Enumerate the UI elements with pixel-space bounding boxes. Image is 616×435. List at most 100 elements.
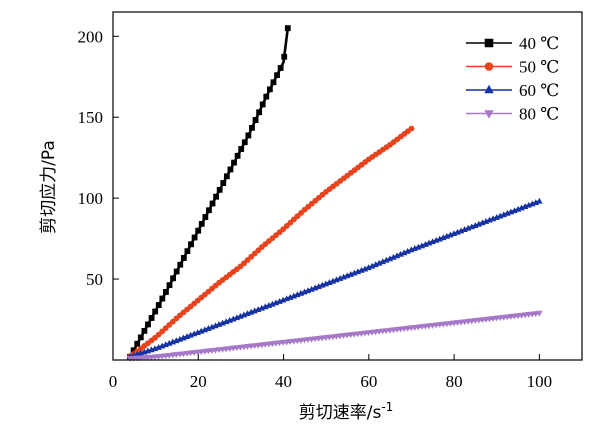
data-point (284, 25, 291, 32)
x-tick-label: 0 (109, 372, 118, 391)
data-point (165, 352, 173, 359)
x-tick-label: 20 (190, 372, 207, 391)
data-point (361, 330, 369, 337)
data-point (249, 124, 255, 131)
data-point (347, 332, 354, 339)
data-point (159, 295, 166, 302)
data-point (333, 333, 340, 340)
data-point (230, 345, 237, 352)
data-point (279, 339, 287, 346)
data-point (525, 312, 532, 318)
data-point (514, 313, 522, 320)
data-point (216, 186, 223, 193)
data-point (195, 227, 202, 234)
data-point (240, 344, 248, 351)
data-point (297, 337, 305, 344)
data-point (152, 308, 159, 315)
data-point (315, 335, 322, 342)
data-point (436, 322, 443, 329)
data-point (259, 101, 266, 108)
data-point (482, 316, 490, 323)
data-point (532, 311, 540, 318)
data-point (486, 316, 493, 323)
data-point (177, 261, 184, 268)
series-layer (126, 25, 543, 362)
data-point (274, 72, 280, 79)
data-point (263, 93, 270, 100)
data-point (191, 234, 198, 241)
data-point (222, 346, 230, 353)
data-point (351, 331, 358, 338)
data-point (233, 345, 241, 352)
data-point (180, 255, 187, 261)
data-point (447, 320, 454, 327)
x-tick-label: 60 (360, 372, 377, 391)
series-1 (127, 25, 291, 360)
data-point (468, 318, 475, 325)
data-point (227, 166, 234, 173)
data-point (148, 315, 155, 321)
data-point (237, 344, 244, 351)
data-point (265, 341, 273, 348)
data-point (256, 109, 263, 116)
data-point (283, 339, 290, 346)
data-point (461, 319, 468, 326)
data-point (269, 341, 276, 348)
tick-labels: 0 20 40 60 80 100 50 100 150 200 (78, 27, 553, 391)
data-point (393, 327, 401, 333)
data-point (180, 351, 187, 358)
legend-marker (484, 84, 494, 94)
x-axis-title: 剪切速率/s-1 (299, 400, 394, 423)
data-point (173, 268, 180, 275)
legend-item: 50 ℃ (466, 58, 559, 77)
data-point (404, 325, 411, 332)
data-point (251, 343, 258, 350)
data-point (270, 79, 277, 86)
data-point (238, 146, 245, 152)
data-point (187, 350, 194, 357)
data-point (308, 336, 315, 343)
data-point (358, 331, 365, 337)
data-point (201, 348, 209, 355)
data-point (343, 332, 351, 339)
data-point (493, 315, 500, 322)
data-point (245, 132, 252, 139)
y-tick-label: 50 (86, 270, 103, 289)
data-point (407, 325, 415, 332)
data-point (425, 323, 433, 330)
x-tick-label: 80 (446, 372, 463, 391)
data-point (500, 314, 508, 321)
data-point (511, 313, 518, 320)
plot-frame (112, 11, 583, 361)
data-point (145, 321, 151, 328)
legend-label: 60 ℃ (519, 81, 559, 100)
data-point (244, 344, 251, 350)
data-point (294, 338, 301, 345)
data-point (166, 282, 173, 289)
data-point (176, 351, 184, 358)
data-point (529, 311, 536, 318)
data-point (198, 220, 205, 227)
data-point (319, 335, 326, 342)
data-point (286, 339, 294, 346)
data-point (400, 326, 408, 333)
data-point (429, 322, 436, 329)
legend: 40 ℃ 50 ℃ 60 ℃ 80 ℃ (466, 34, 559, 124)
data-point (521, 312, 529, 319)
y-axis-title: 剪切应力/Pa (39, 140, 59, 234)
data-point (208, 348, 216, 354)
data-point (290, 338, 298, 345)
x-tick-label: 100 (527, 372, 553, 391)
data-point (365, 330, 372, 337)
data-point (368, 329, 376, 336)
data-point (215, 347, 223, 354)
data-point (397, 326, 404, 333)
data-point (258, 342, 265, 349)
data-point (440, 321, 447, 328)
legend-marker (484, 62, 494, 71)
data-point (336, 333, 344, 340)
data-point (322, 335, 330, 341)
data-point (262, 342, 269, 348)
data-point (209, 200, 216, 207)
